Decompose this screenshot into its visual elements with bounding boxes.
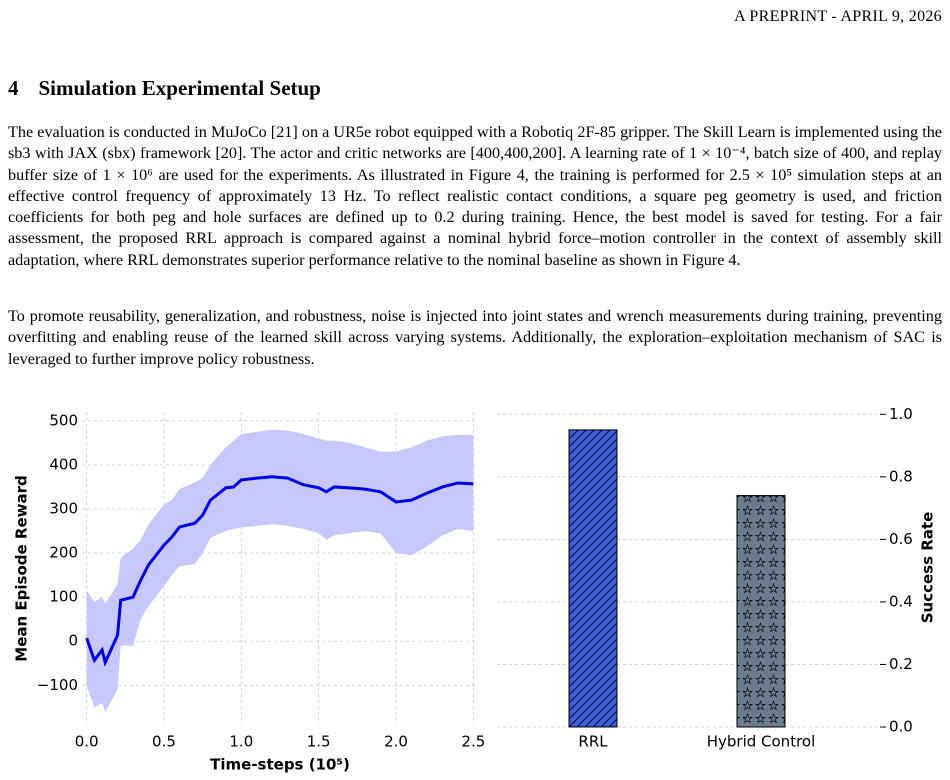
y-tick-label: 200 (49, 544, 78, 562)
y-tick-label: −100 (37, 676, 78, 694)
y-tick-label: 0 (68, 632, 78, 650)
bar (736, 495, 786, 728)
x-axis-label: Time-steps (10⁵) (210, 756, 350, 774)
y-tick-label: 1.0 (889, 405, 913, 423)
x-tick-label: 2.0 (384, 733, 408, 751)
y-tick-label: 0.6 (889, 530, 913, 548)
x-tick-label: 1.0 (229, 733, 253, 751)
paragraph: The evaluation is conducted in MuJoCo [2… (8, 123, 942, 269)
section-number: 4 (8, 76, 19, 100)
y-tick-label: 300 (49, 499, 78, 517)
running-header: A PREPRINT - APRIL 9, 2026 (734, 8, 942, 25)
figure: −100 0 100 200 300 400 500 0.0 0.5 1.0 1.5 2.0 2.5 Ti… (13, 405, 937, 774)
y-tick-label: 0.4 (889, 592, 913, 610)
x-tick-label: 2.5 (461, 733, 485, 751)
mean-line (85, 475, 474, 667)
section-heading: 4 Simulation Experimental Setup (8, 76, 341, 101)
y-tick-label: 0.0 (889, 718, 913, 736)
y-tick-label: 100 (49, 588, 78, 606)
x-tick-label: Hybrid Control (707, 733, 816, 751)
paragraph: To promote reusability, generalization, … (8, 307, 942, 368)
x-tick-label: 1.5 (307, 733, 331, 751)
confidence-band (86, 429, 474, 712)
y-tick-label: 400 (49, 455, 78, 473)
x-tick-label: RRL (578, 733, 608, 751)
y-axis-label: Mean Episode Reward (13, 475, 31, 661)
bar (568, 429, 618, 728)
y-tick-label: 500 (49, 411, 78, 429)
section-title: Simulation Experimental Setup (38, 76, 321, 100)
y-axis-label: Success Rate (919, 512, 937, 624)
x-tick-label: 0.0 (75, 733, 99, 751)
x-tick-label: 0.5 (152, 733, 176, 751)
y-tick-label: 0.8 (889, 467, 913, 485)
y-tick-label: 0.2 (889, 655, 913, 673)
